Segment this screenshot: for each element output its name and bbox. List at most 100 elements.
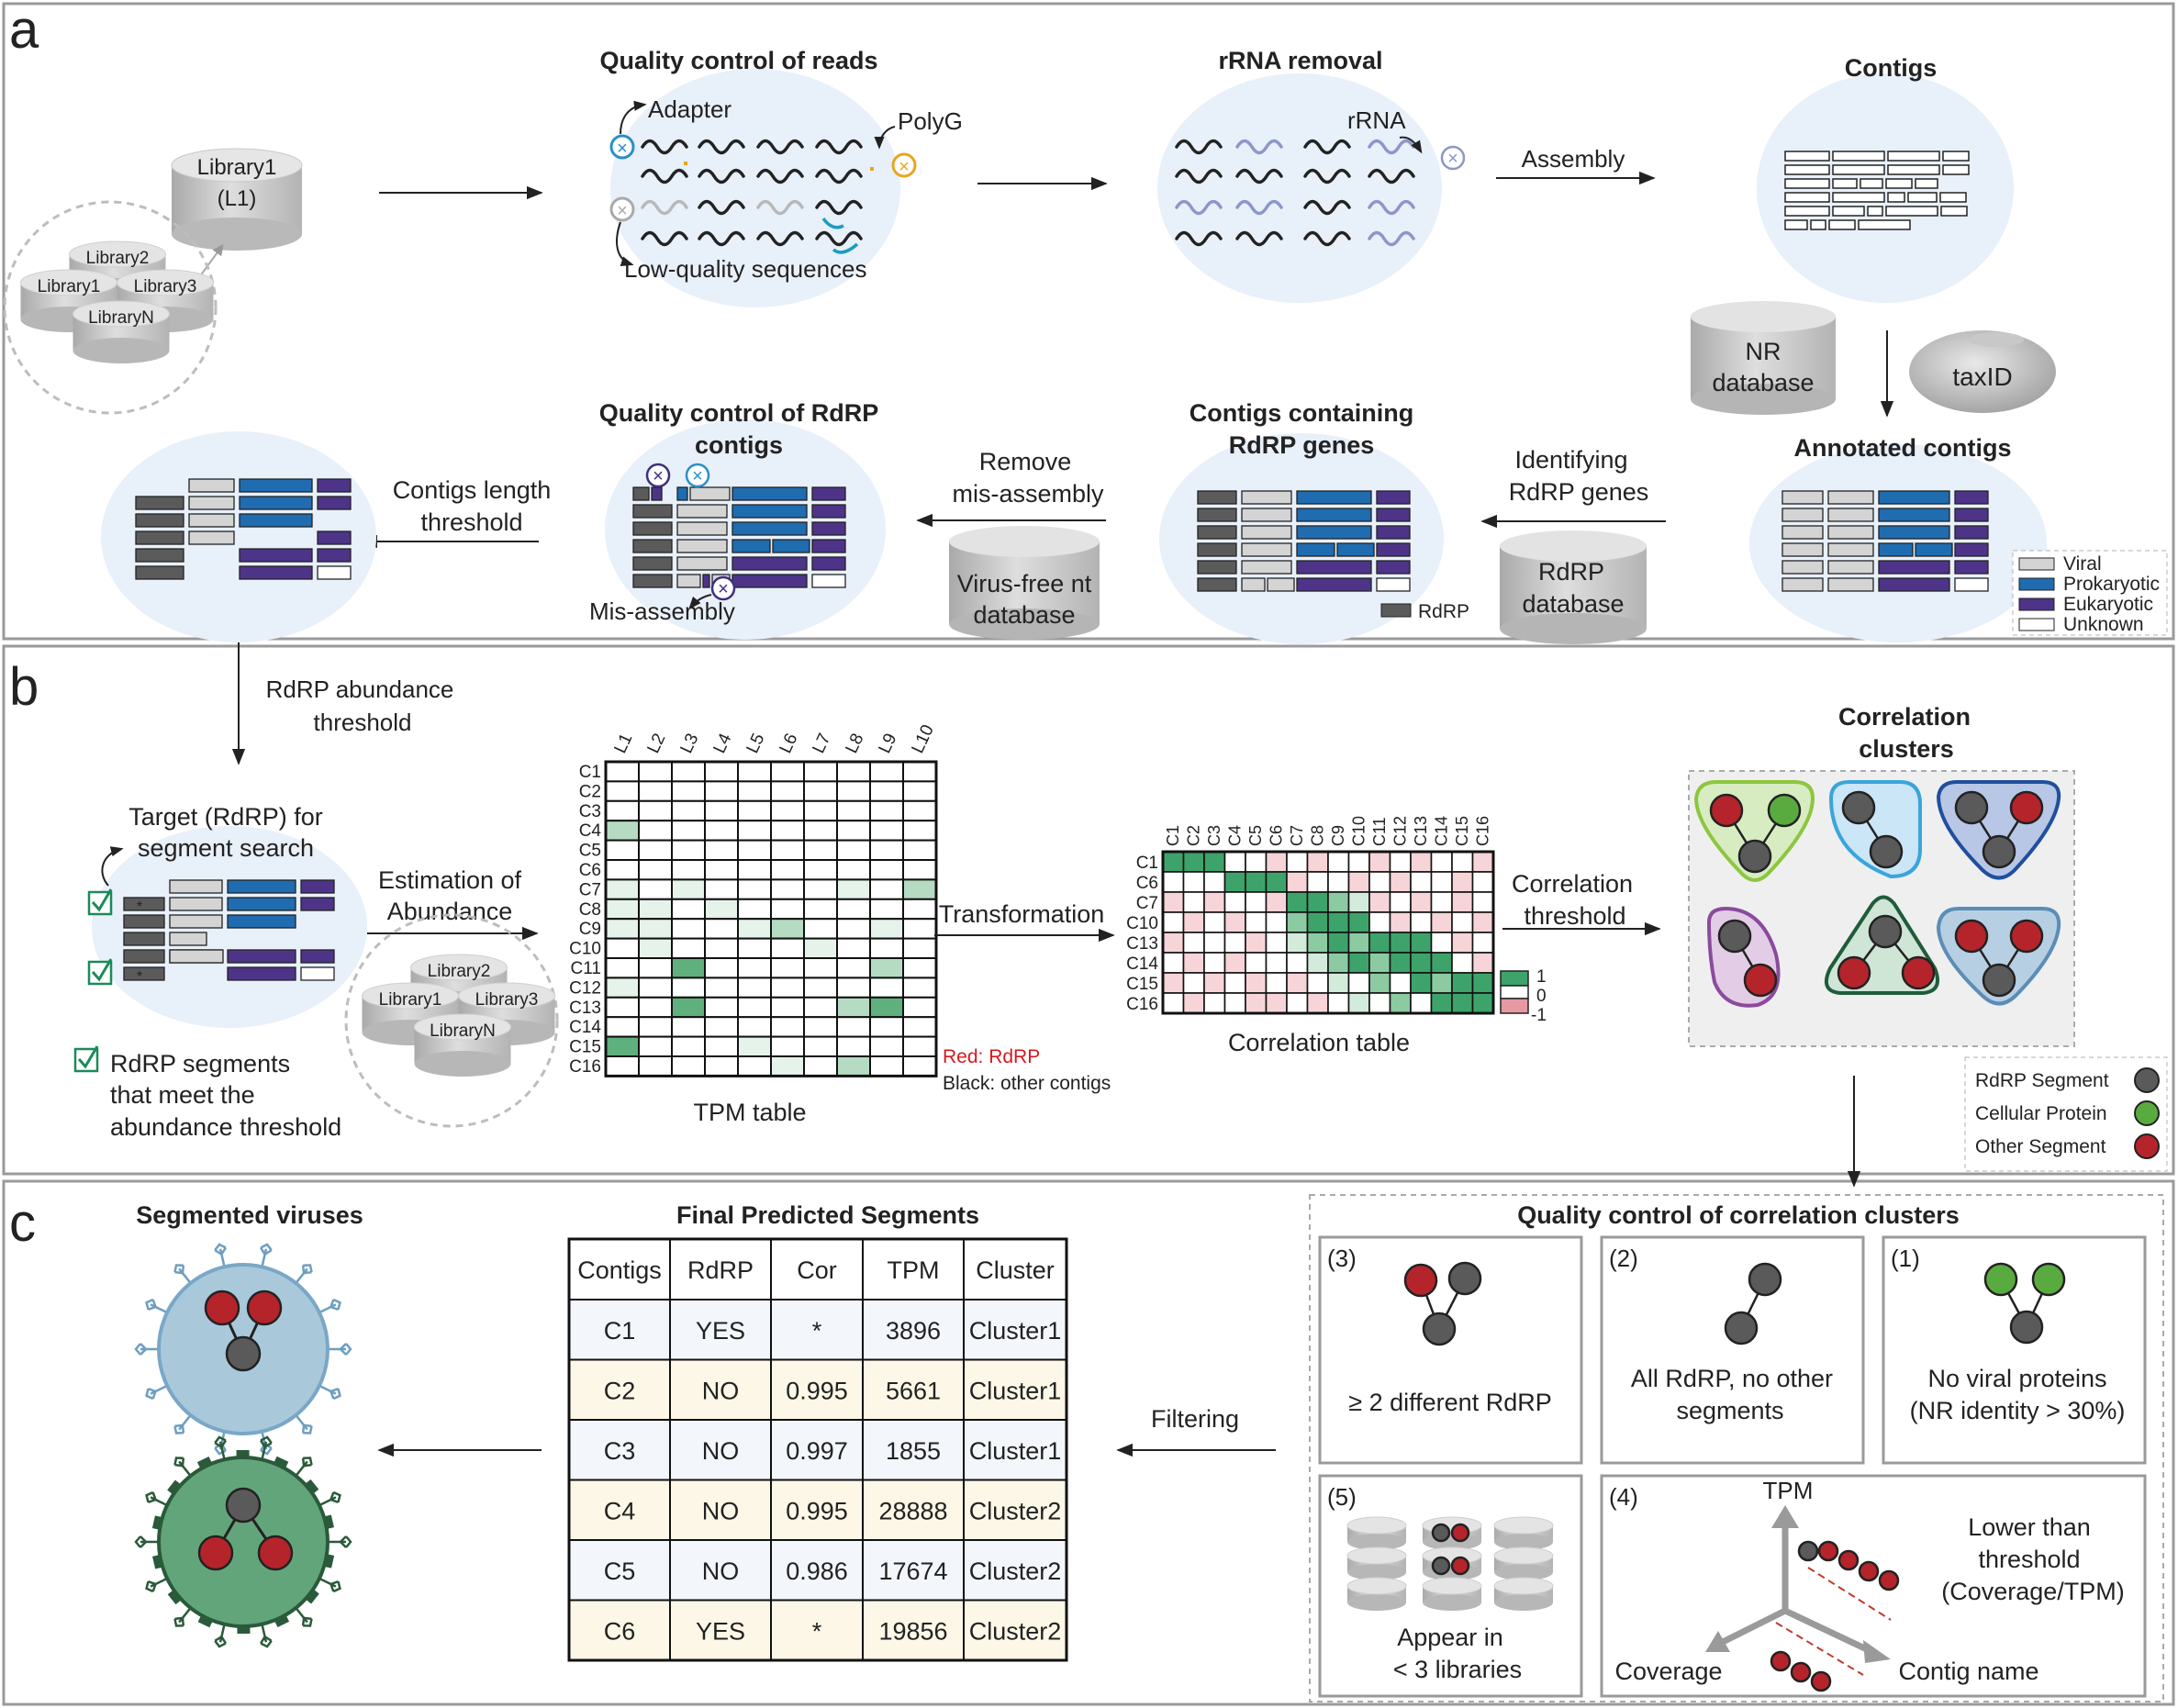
svg-text:×: × (718, 579, 729, 599)
tpm-cell (704, 839, 739, 861)
tpm-cell (803, 977, 838, 999)
corr-cell (1451, 911, 1474, 933)
transformation-label: Transformation (939, 900, 1105, 928)
qc-library-cylinder-base (1494, 1534, 1553, 1550)
cluster-node (1954, 919, 1989, 954)
tpm-cell (605, 898, 640, 921)
tpm-column-label: L3 (676, 731, 702, 756)
contig-segment (239, 496, 313, 510)
cluster-node (1954, 790, 1989, 825)
remove-line2: mis-assembly (952, 480, 1104, 508)
tpm-cell (704, 761, 739, 783)
corr-cell (1182, 952, 1205, 974)
tpm-cell (605, 1035, 640, 1057)
contig-segment (1878, 490, 1950, 505)
tpm-cell (836, 918, 871, 940)
tpm-cell (803, 1035, 838, 1057)
tpm-cell (902, 957, 937, 979)
cluster-node (1767, 793, 1802, 828)
qc-library-cylinder (1493, 1516, 1554, 1550)
tpm-cell (638, 839, 673, 861)
corr-row-label: C13 (1126, 934, 1158, 954)
library-label: Library1 (379, 990, 442, 1010)
corr-cell (1389, 851, 1412, 873)
virus-segment (246, 1289, 283, 1326)
tpm-cell (869, 898, 904, 921)
target-checkboxes (73, 888, 113, 1073)
contig-box (1887, 164, 1940, 175)
tpm-cell (902, 1016, 937, 1038)
qc-library-cylinder (1493, 1546, 1554, 1580)
box4-line3: (Coverage/TPM) (1941, 1578, 2125, 1605)
contig-segment (1296, 490, 1372, 505)
virus-spike-tip (339, 1535, 352, 1548)
corr-cell (1389, 992, 1412, 1014)
library-cylinder-lid (69, 240, 166, 268)
tpm-cell (737, 859, 772, 881)
contig-segment (135, 565, 184, 580)
read-wave (756, 168, 804, 184)
corr-cell (1368, 932, 1391, 954)
read-wave (756, 230, 804, 247)
contig-segment (1827, 508, 1874, 522)
tpm-cell (704, 780, 739, 802)
corr-cell (1265, 891, 1288, 913)
corr-cell (1327, 911, 1350, 933)
svg-text:×: × (653, 466, 664, 486)
library-cylinder (362, 982, 459, 1045)
qc-node (1422, 1312, 1457, 1346)
tpm-cell (902, 780, 937, 802)
corr-cell (1451, 992, 1474, 1014)
legend-unknown: Unknown (2063, 614, 2144, 635)
contig-segment (1197, 577, 1237, 592)
tpm-cell (605, 878, 640, 900)
corr-cell (1162, 992, 1185, 1014)
tpm-row-label: C10 (569, 940, 601, 959)
tpm-cell (704, 937, 739, 959)
contig-segment (123, 914, 165, 929)
corr-cell (1306, 932, 1329, 954)
final-cell-value: 3896 (886, 1317, 941, 1345)
library-label: Library2 (86, 249, 150, 268)
contig-segment (1296, 525, 1372, 540)
contig-segment (676, 539, 728, 553)
qc-clusters-title: Quality control of correlation clusters (1517, 1201, 1960, 1229)
contig-segment (676, 574, 701, 588)
corr-column-label: C12 (1391, 816, 1410, 846)
virus-segment (225, 1335, 262, 1372)
tpm-cell (803, 780, 838, 802)
read-wave (1175, 230, 1223, 247)
library-group-border (344, 913, 559, 1128)
corr-cell (1223, 952, 1246, 974)
tpm-cell (803, 820, 838, 842)
qc-node (2009, 1310, 2044, 1345)
corr-cell (1347, 871, 1370, 893)
library-cylinder-lid (73, 300, 170, 328)
virus-bump (167, 1479, 183, 1496)
contig-segment (676, 504, 728, 519)
virus-spike (318, 1384, 337, 1395)
tpm-column-label: L5 (743, 731, 768, 756)
tpm-cell (737, 996, 772, 1019)
final-cell-value: Cluster1 (969, 1378, 1062, 1405)
tpm-cell (704, 898, 739, 921)
read-wave (698, 139, 745, 155)
virus-spike-tip (301, 1457, 313, 1468)
corr-column-label: C14 (1433, 816, 1451, 846)
tpm-cell (869, 780, 904, 802)
rrna-removal-title: rRNA removal (1218, 47, 1382, 74)
tpm-column-label: L1 (610, 731, 636, 756)
node-legend (1964, 1056, 2168, 1172)
tpm-cell (737, 977, 772, 999)
virus-spike-tip (260, 1635, 273, 1648)
annotated-contig-table (1781, 490, 1989, 592)
library-cylinder-lid (117, 269, 214, 296)
final-cell-value: * (812, 1317, 822, 1345)
target-star: * (137, 969, 142, 985)
corr-cell (1471, 972, 1494, 994)
qc-library-cylinder-lid (1346, 1546, 1407, 1565)
contig-segment (811, 521, 846, 536)
